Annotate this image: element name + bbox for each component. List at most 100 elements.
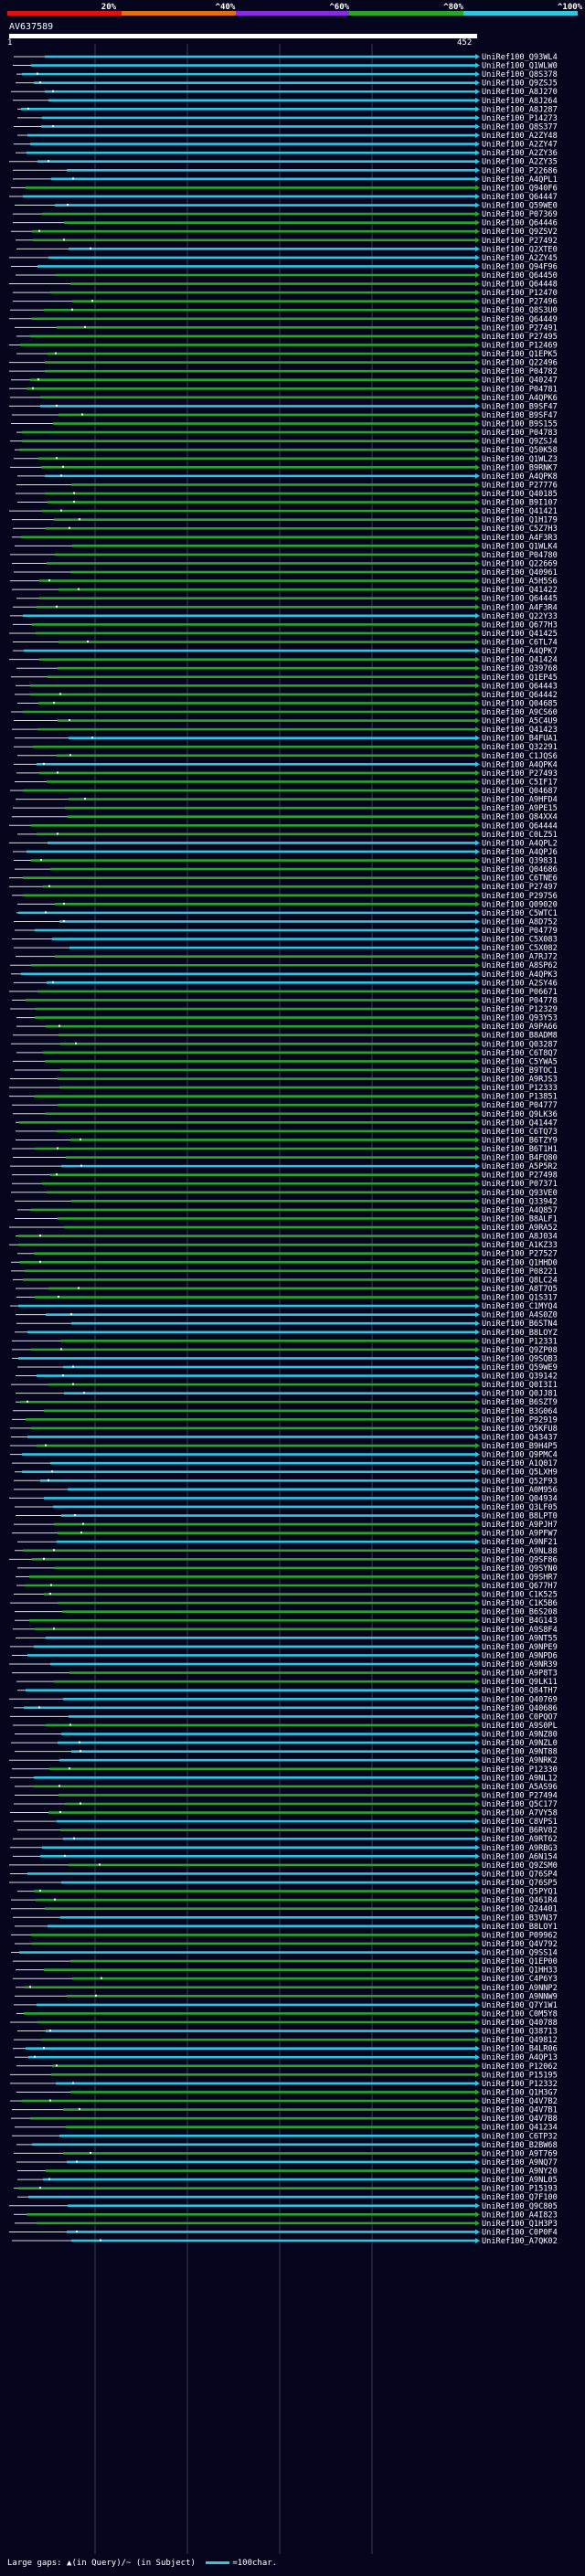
hit-id-label: UniRef100_A5AS96 xyxy=(482,1783,558,1792)
hit-id-label: UniRef100_C0LZ51 xyxy=(482,831,558,840)
gap-marker xyxy=(62,1374,64,1377)
hit-arrow xyxy=(475,1503,480,1510)
hit-id-label: UniRef100_P22686 xyxy=(482,166,558,175)
hit-arrow xyxy=(475,1076,480,1082)
hit-id-label: UniRef100_P04780 xyxy=(482,551,558,560)
gap-marker xyxy=(87,641,89,643)
hit-arrow xyxy=(475,1443,480,1449)
hit-arrow xyxy=(475,1818,480,1825)
hit-id-label: UniRef100_A9NNW9 xyxy=(482,1992,558,2001)
hit-arrow xyxy=(475,420,480,427)
hit-arrow xyxy=(475,525,480,532)
hit-id-label: UniRef100_C0P0F4 xyxy=(482,2228,558,2237)
hit-arrow xyxy=(475,342,480,348)
gap-marker xyxy=(59,693,61,695)
hit-arrow xyxy=(475,1006,480,1012)
hit-id-label: UniRef100_P08221 xyxy=(482,1267,558,1277)
hit-id-label: UniRef100_Q39831 xyxy=(482,857,558,866)
hit-arrow xyxy=(475,700,480,706)
hit-arrow xyxy=(475,1897,480,1903)
hit-arrow xyxy=(475,123,480,130)
hit-id-label: UniRef100_B6RV82 xyxy=(482,1827,558,1836)
hit-arrow xyxy=(475,1128,480,1134)
hit-arrow xyxy=(475,1591,480,1597)
hit-id-label: UniRef100_Q93Y53 xyxy=(482,1014,558,1023)
gap-marker xyxy=(39,81,41,84)
hit-id-label: UniRef100_A9NL12 xyxy=(482,1774,558,1783)
hit-arrow xyxy=(475,1704,480,1711)
gap-marker xyxy=(58,1296,59,1299)
hit-arrow xyxy=(475,2220,480,2226)
gap-marker xyxy=(29,1986,31,1988)
gap-marker xyxy=(73,492,75,494)
hit-id-label: UniRef100_A6N154 xyxy=(482,1852,558,1861)
hit-arrow xyxy=(475,909,480,916)
hit-arrow xyxy=(475,1765,480,1772)
gap-marker xyxy=(57,832,58,835)
hit-arrow xyxy=(475,578,480,584)
scale-label: ^80% xyxy=(443,3,463,12)
hit-arrow xyxy=(475,788,480,794)
gap-marker xyxy=(72,177,74,180)
gap-marker xyxy=(101,1977,102,1979)
hit-arrow xyxy=(475,516,480,523)
gap-marker xyxy=(50,1584,52,1586)
hit-arrow xyxy=(475,848,480,854)
hit-arrow xyxy=(475,945,480,951)
hit-arrow xyxy=(475,953,480,959)
gap-marker xyxy=(84,325,86,328)
hit-arrow xyxy=(475,1713,480,1720)
gap-marker xyxy=(90,2151,91,2154)
hit-arrow xyxy=(475,691,480,697)
gap-marker xyxy=(59,1811,61,1814)
hit-id-label: UniRef100_Q38713 xyxy=(482,2028,558,2037)
hit-arrow xyxy=(475,185,480,191)
hit-id-label: UniRef100_B6T1H1 xyxy=(482,1145,558,1154)
hit-id-label: UniRef100_Q40247 xyxy=(482,376,558,386)
hit-id-label: UniRef100_Q677H7 xyxy=(482,1582,558,1591)
hit-arrow xyxy=(475,1976,480,1982)
hit-id-label: UniRef100_A1Q017 xyxy=(482,1459,558,1468)
hit-arrow xyxy=(475,1993,480,1999)
gap-marker xyxy=(90,247,91,249)
hit-id-label: UniRef100_Q1EP00 xyxy=(482,1957,558,1966)
hit-arrow xyxy=(475,569,480,576)
hit-arrow xyxy=(475,2010,480,2017)
hit-id-label: UniRef100_Q41423 xyxy=(482,726,558,735)
hit-id-label: UniRef100_P15195 xyxy=(482,2071,558,2080)
hit-arrow xyxy=(475,1416,480,1423)
gap-marker xyxy=(63,902,65,905)
hit-id-label: UniRef100_Q1H179 xyxy=(482,516,558,525)
hit-arrow xyxy=(475,315,480,322)
hit-arrow xyxy=(475,936,480,942)
hit-arrow xyxy=(475,1652,480,1659)
hit-id-label: UniRef100_Q8S3U0 xyxy=(482,306,558,315)
gap-marker xyxy=(39,1235,41,1237)
hit-id-label: UniRef100_Q0JJ81 xyxy=(482,1390,558,1399)
scale-label: ^40% xyxy=(215,3,236,12)
hit-arrow xyxy=(475,1827,480,1833)
hit-id-label: UniRef100_A9PFW7 xyxy=(482,1530,558,1539)
hit-arrow xyxy=(475,2054,480,2061)
hit-id-label: UniRef100_P09962 xyxy=(482,1931,558,1940)
hit-id-label: UniRef100_Q1EP45 xyxy=(482,673,558,683)
hit-id-label: UniRef100_A8J034 xyxy=(482,1233,558,1242)
hit-id-label: UniRef100_C0PQO7 xyxy=(482,1712,558,1722)
hit-id-label: UniRef100_Q50K58 xyxy=(482,446,558,455)
hit-id-label: UniRef100_A9NPE9 xyxy=(482,1643,558,1652)
hit-arrow xyxy=(475,840,480,846)
hit-id-label: UniRef100_Q9ZP08 xyxy=(482,1346,558,1355)
hit-id-label: UniRef100_A7VY58 xyxy=(482,1809,558,1818)
hit-id-label: UniRef100_B9S155 xyxy=(482,420,558,429)
hit-id-label: UniRef100_Q0I3I1 xyxy=(482,1381,558,1390)
hit-id-label: UniRef100_Q8S377 xyxy=(482,122,558,132)
hit-id-label: UniRef100_Q64446 xyxy=(482,219,558,228)
hit-id-label: UniRef100_A9S0PL xyxy=(482,1722,558,1731)
hit-id-label: UniRef100_A9NZL0 xyxy=(482,1739,558,1748)
hit-arrow xyxy=(475,133,480,139)
hit-id-label: UniRef100_P07369 xyxy=(482,210,558,219)
hit-id-label: UniRef100_Q7F100 xyxy=(482,2193,558,2202)
gap-marker xyxy=(63,239,65,241)
hit-arrow xyxy=(475,2045,480,2051)
hit-arrow xyxy=(475,1224,480,1231)
